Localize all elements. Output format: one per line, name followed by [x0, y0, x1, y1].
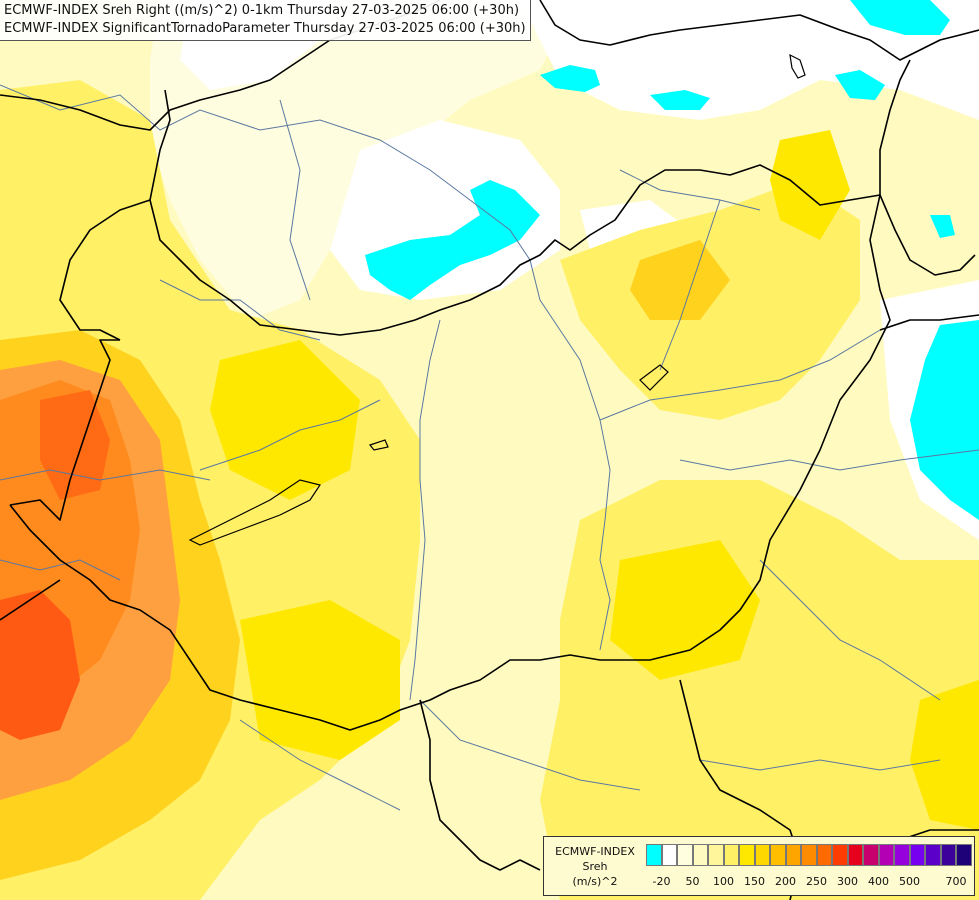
legend-title: ECMWF-INDEX Sreh (m/s)^2	[546, 844, 644, 889]
legend-swatch	[863, 844, 879, 866]
legend-tick-label: 50	[685, 875, 700, 888]
legend-swatch	[708, 844, 724, 866]
legend-parameter-label: Sreh	[582, 860, 608, 873]
legend-swatch	[956, 844, 972, 866]
elevated-sreh-zone	[210, 130, 850, 500]
map-title-box: ECMWF-INDEX Sreh Right ((m/s)^2) 0-1km T…	[0, 0, 531, 41]
legend-tick-row: -20 50 100 150 200 250 300 400 500 700	[646, 875, 970, 891]
title-line-sreh: ECMWF-INDEX Sreh Right ((m/s)^2) 0-1km T…	[4, 3, 520, 18]
legend-swatch	[677, 844, 693, 866]
legend-swatch	[832, 844, 848, 866]
legend-swatch-row	[646, 844, 972, 866]
legend-swatch	[723, 844, 739, 866]
legend-tick-label: 200	[775, 875, 796, 888]
legend-model-label: ECMWF-INDEX	[555, 845, 635, 858]
legend-unit-label: (m/s)^2	[572, 875, 618, 888]
legend-tick-label: 400	[868, 875, 889, 888]
legend-tick-label: 150	[744, 875, 765, 888]
legend-swatch	[739, 844, 755, 866]
legend-swatch	[909, 844, 925, 866]
rivers	[0, 84, 979, 811]
legend-tick-label: -20	[652, 875, 671, 888]
legend-tick-label: 250	[806, 875, 827, 888]
legend-tick-label: 700	[945, 875, 967, 888]
legend-tick-label: 300	[837, 875, 858, 888]
legend-swatch	[894, 844, 910, 866]
legend-swatch	[785, 844, 801, 866]
legend-tick-label: 500	[899, 875, 920, 888]
legend-swatch	[661, 844, 677, 866]
legend-swatch	[847, 844, 863, 866]
legend-swatch	[646, 844, 662, 866]
legend-swatch	[925, 844, 941, 866]
title-line-stp: ECMWF-INDEX SignificantTornadoParameter …	[4, 21, 526, 36]
legend-swatch	[816, 844, 832, 866]
legend-swatch	[754, 844, 770, 866]
legend-swatch	[878, 844, 894, 866]
negative-sreh-zone	[365, 0, 979, 520]
legend-swatch	[940, 844, 956, 866]
legend-tick-label: 100	[713, 875, 734, 888]
lakes	[188, 53, 806, 546]
legend-swatch	[770, 844, 786, 866]
legend-swatch	[801, 844, 817, 866]
legend-swatch	[692, 844, 708, 866]
color-legend: ECMWF-INDEX Sreh (m/s)^2 -20 50 100 150 200 2…	[543, 836, 975, 896]
